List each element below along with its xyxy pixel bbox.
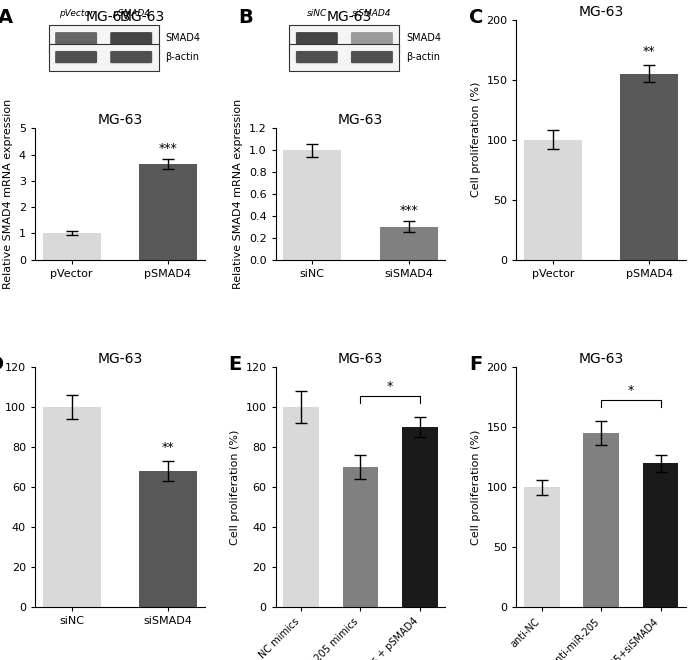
FancyBboxPatch shape (296, 32, 338, 44)
Bar (524, 140, 582, 259)
Text: **: ** (162, 441, 174, 454)
Text: B: B (239, 7, 253, 26)
FancyBboxPatch shape (289, 44, 400, 71)
Y-axis label: Cell proliferation (%): Cell proliferation (%) (471, 82, 481, 197)
Text: MG-63: MG-63 (327, 10, 372, 24)
Title: MG-63: MG-63 (338, 352, 383, 366)
Text: ***: *** (399, 205, 418, 217)
FancyBboxPatch shape (351, 51, 393, 63)
Text: pSMAD4: pSMAD4 (112, 9, 150, 18)
Text: MG-63: MG-63 (120, 10, 165, 24)
FancyBboxPatch shape (55, 51, 97, 63)
FancyBboxPatch shape (48, 44, 159, 71)
Text: β-actin: β-actin (165, 51, 199, 61)
Title: MG-63: MG-63 (97, 352, 142, 366)
Bar (43, 234, 101, 259)
Bar (643, 463, 678, 607)
Bar (284, 150, 341, 259)
Text: E: E (228, 356, 242, 374)
Text: *: * (387, 380, 393, 393)
Bar (584, 434, 619, 607)
FancyBboxPatch shape (55, 32, 97, 44)
Text: pVector: pVector (59, 9, 93, 18)
FancyBboxPatch shape (110, 32, 152, 44)
Text: β-actin: β-actin (406, 51, 440, 61)
FancyBboxPatch shape (110, 51, 152, 63)
Bar (380, 227, 438, 259)
Bar (139, 164, 197, 259)
Bar (620, 74, 678, 259)
Bar (139, 471, 197, 607)
Text: siSMAD4: siSMAD4 (352, 9, 392, 18)
Title: MG-63: MG-63 (338, 114, 383, 127)
Text: **: ** (643, 45, 656, 58)
Text: D: D (0, 356, 4, 374)
Bar (343, 467, 378, 607)
Text: SMAD4: SMAD4 (406, 33, 441, 43)
Y-axis label: Cell proliferation (%): Cell proliferation (%) (471, 430, 481, 545)
Y-axis label: Cell proliferation (%): Cell proliferation (%) (230, 430, 240, 545)
FancyBboxPatch shape (296, 51, 338, 63)
Text: siNC: siNC (307, 9, 327, 18)
Text: MG-63: MG-63 (86, 10, 131, 24)
FancyBboxPatch shape (48, 24, 159, 53)
Bar (284, 407, 319, 607)
Text: C: C (469, 8, 484, 27)
FancyBboxPatch shape (351, 32, 393, 44)
Title: MG-63: MG-63 (579, 5, 624, 18)
Title: MG-63: MG-63 (579, 352, 624, 366)
Text: SMAD4: SMAD4 (165, 33, 200, 43)
FancyBboxPatch shape (289, 24, 400, 53)
Bar (402, 428, 438, 607)
Bar (43, 407, 101, 607)
Text: ***: *** (159, 142, 177, 155)
Title: MG-63: MG-63 (97, 114, 142, 127)
Text: *: * (628, 384, 634, 397)
Y-axis label: Relative SMAD4 mRNA expression: Relative SMAD4 mRNA expression (233, 99, 244, 289)
Text: F: F (469, 356, 482, 374)
Text: A: A (0, 7, 13, 26)
Y-axis label: Relative SMAD4 mRNA expression: Relative SMAD4 mRNA expression (4, 99, 13, 289)
Bar (524, 487, 560, 607)
